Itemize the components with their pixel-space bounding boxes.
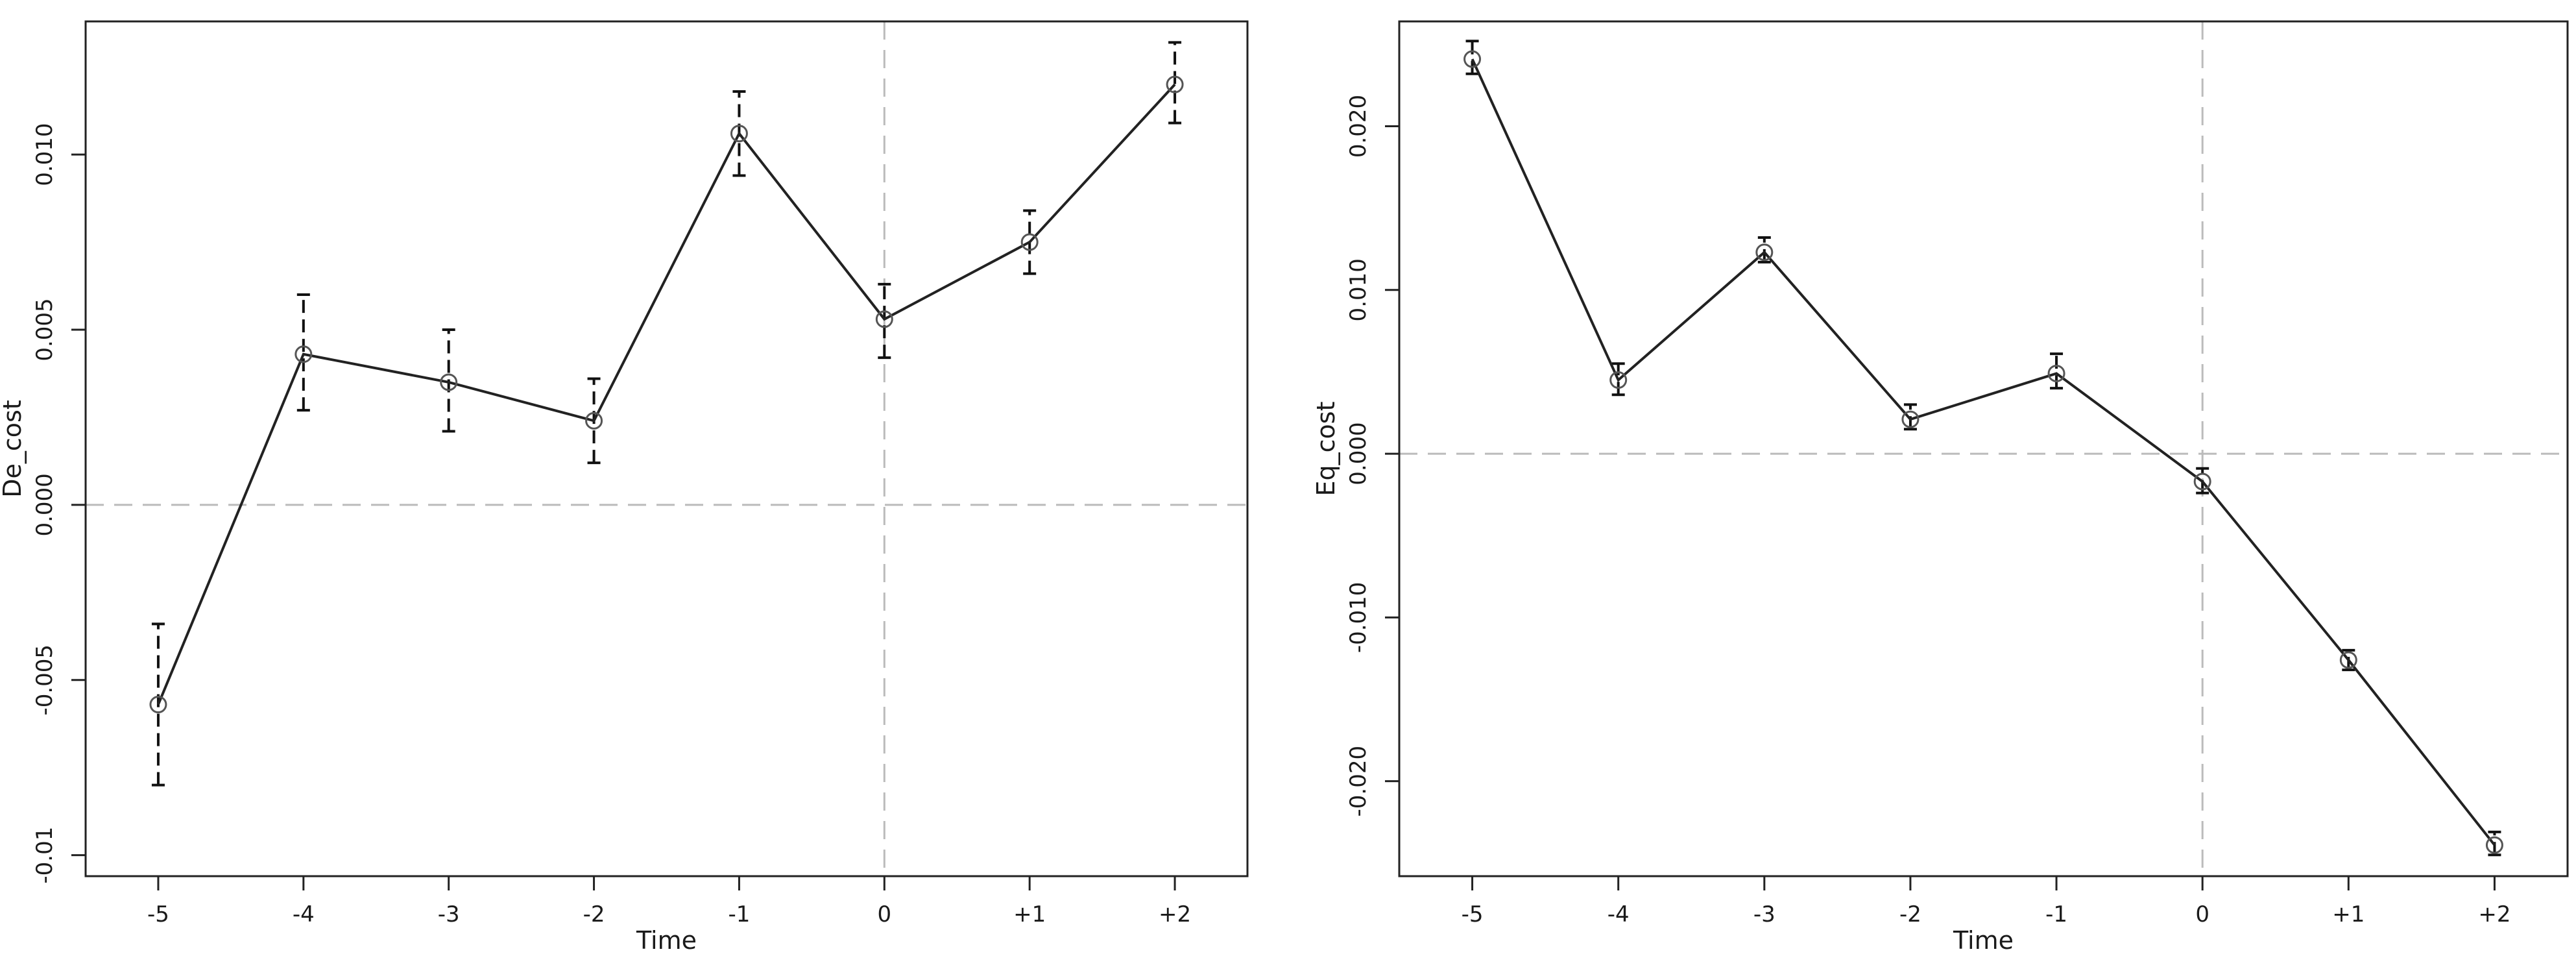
x-tick-label: 0 (2195, 901, 2209, 927)
x-tick-label: -5 (147, 901, 169, 927)
x-tick-label: -4 (293, 901, 315, 927)
series-line (1471, 58, 2496, 846)
series-line-path (1471, 58, 2496, 846)
y-axis: -0.01 -0.005 0.000 0.005 0.010 (32, 123, 87, 884)
y-tick-label: 0.010 (1345, 258, 1371, 321)
x-axis: -5 -4 -3 -2 -1 0 +1 +2 (147, 876, 1191, 927)
data-point (295, 345, 313, 363)
data-points (149, 75, 1184, 714)
data-point (2485, 836, 2503, 854)
data-point (875, 310, 893, 328)
x-tick-label: +1 (1013, 901, 1046, 927)
x-axis-label: Time (1953, 926, 2014, 955)
x-tick-label: -1 (728, 901, 750, 927)
y-tick-label: 0.000 (32, 473, 58, 536)
series-line (157, 83, 1176, 705)
x-tick-label: +2 (2478, 901, 2510, 927)
panel-eq-cost: -5 -4 -3 -2 -1 0 +1 +2 -0.020 -0.010 0.000 0.010 0.… (1312, 20, 2569, 955)
data-point (149, 696, 167, 714)
reference-lines (1399, 21, 2568, 876)
data-points (1463, 50, 2503, 854)
data-point (1901, 410, 1920, 428)
data-point (2339, 651, 2357, 669)
data-point (1166, 75, 1184, 93)
x-tick-label: -2 (583, 901, 605, 927)
y-tick-label: -0.01 (32, 827, 58, 884)
y-tick-label: 0.010 (32, 123, 58, 186)
x-tick-label: +1 (2332, 901, 2365, 927)
y-tick-label: 0.000 (1345, 422, 1371, 485)
data-point (1020, 233, 1039, 251)
x-tick-label: -4 (1607, 901, 1630, 927)
y-tick-label: 0.020 (1345, 95, 1371, 158)
y-axis: -0.020 -0.010 0.000 0.010 0.020 (1345, 95, 1401, 817)
x-tick-label: -3 (1753, 901, 1776, 927)
y-tick-label: -0.010 (1345, 582, 1371, 654)
data-point (1463, 50, 1482, 68)
y-axis-label: Eq_cost (1312, 402, 1340, 496)
data-point (585, 411, 603, 430)
x-tick-label: -1 (2045, 901, 2067, 927)
series-line-path (157, 83, 1176, 705)
x-tick-label: +2 (1159, 901, 1191, 927)
data-point (1755, 243, 1774, 262)
y-tick-label: -0.005 (32, 644, 58, 716)
data-point (2193, 472, 2211, 491)
data-point (730, 125, 748, 143)
data-point (1609, 371, 1628, 389)
panel-de-cost: -5 -4 -3 -2 -1 0 +1 +2 -0.01 -0.005 0.000 0.005 0.0… (0, 20, 1249, 955)
data-point (440, 373, 458, 391)
x-tick-label: 0 (877, 901, 891, 927)
x-axis: -5 -4 -3 -2 -1 0 +1 +2 (1462, 876, 2511, 927)
reference-lines (86, 21, 1247, 876)
x-axis-label: Time (636, 926, 697, 955)
data-point (2047, 364, 2065, 382)
y-tick-label: 0.005 (32, 298, 58, 361)
x-tick-label: -3 (438, 901, 460, 927)
y-axis-label: De_cost (0, 400, 27, 497)
y-tick-label: -0.020 (1345, 746, 1371, 817)
x-tick-label: -2 (1899, 901, 1921, 927)
x-tick-label: -5 (1462, 901, 1484, 927)
